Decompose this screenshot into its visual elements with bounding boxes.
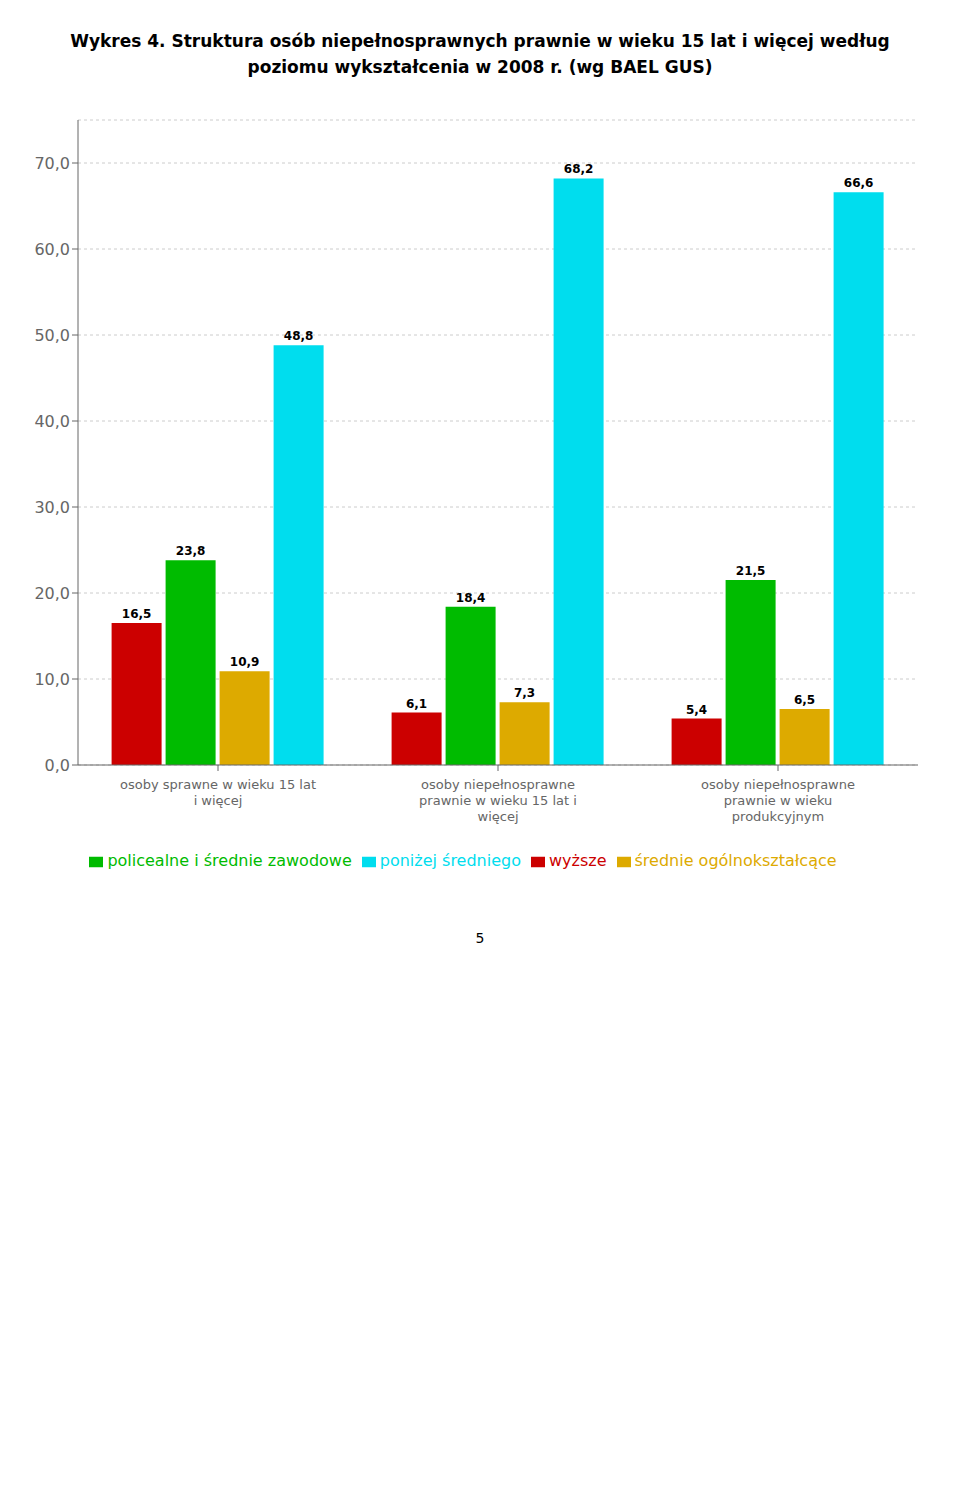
html-text:średnie ogólnokształcące: średnie ogólnokształcące — [634, 851, 837, 870]
svg-text:40,0: 40,0 — [34, 412, 70, 431]
html-text:poziomu wykształcenia w 2008 r: poziomu wykształcenia w 2008 r. (wg BAEL… — [247, 57, 713, 77]
svg-text:10,0: 10,0 — [34, 670, 70, 689]
svg-text:68,2: 68,2 — [564, 162, 594, 176]
svg-text:23,8: 23,8 — [176, 544, 206, 558]
svg-text:6,5: 6,5 — [794, 693, 815, 707]
svg-text:osoby niepełnosprawneprawnie w: osoby niepełnosprawneprawnie w wieku 15 … — [419, 777, 577, 824]
svg-text:48,8: 48,8 — [284, 329, 314, 343]
svg-text:osoby sprawne w wieku 15 lati: osoby sprawne w wieku 15 lati więcej — [120, 777, 316, 808]
html-text:poniżej średniego: poniżej średniego — [379, 851, 521, 870]
svg-text:66,6: 66,6 — [844, 176, 874, 190]
svg-text:20,0: 20,0 — [34, 584, 70, 603]
svg-text:osoby niepełnosprawneprawnie w: osoby niepełnosprawneprawnie w wiekuprod… — [701, 777, 855, 824]
svg-text:50,0: 50,0 — [34, 326, 70, 345]
svg-text:60,0: 60,0 — [34, 240, 70, 259]
html-text:Wykres 4. Struktura osób niepe: Wykres 4. Struktura osób niepełnosprawny… — [70, 31, 890, 51]
svg-text:16,5: 16,5 — [122, 607, 152, 621]
html-text:wyższe: wyższe — [549, 851, 607, 870]
svg-text:21,5: 21,5 — [736, 564, 766, 578]
svg-text:0,0: 0,0 — [45, 756, 70, 775]
svg-text:10,9: 10,9 — [230, 655, 260, 669]
svg-text:70,0: 70,0 — [34, 154, 70, 173]
svg-text:6,1: 6,1 — [406, 697, 427, 711]
html-text:5: 5 — [475, 930, 485, 946]
svg-text:18,4: 18,4 — [456, 591, 486, 605]
html-text:policealne i średnie zawodowe: policealne i średnie zawodowe — [107, 851, 352, 870]
svg-text:30,0: 30,0 — [34, 498, 70, 517]
svg-text:5,4: 5,4 — [686, 703, 707, 717]
svg-text:7,3: 7,3 — [514, 686, 535, 700]
